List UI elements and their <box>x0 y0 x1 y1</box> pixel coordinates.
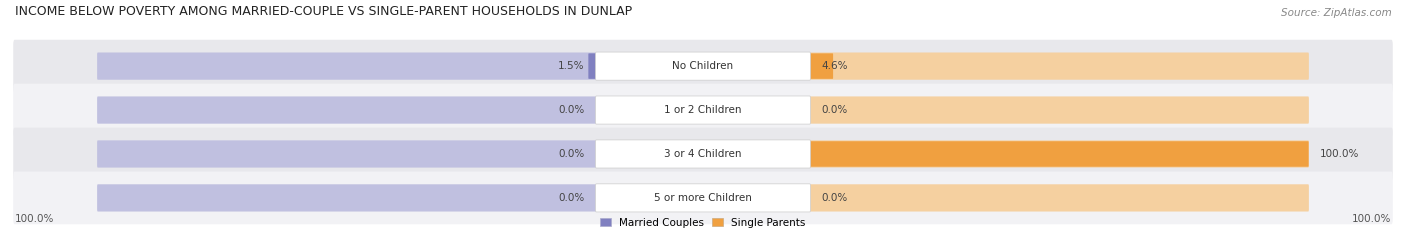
FancyBboxPatch shape <box>810 141 1309 167</box>
FancyBboxPatch shape <box>97 52 596 80</box>
FancyBboxPatch shape <box>596 52 810 80</box>
Text: 3 or 4 Children: 3 or 4 Children <box>664 149 742 159</box>
FancyBboxPatch shape <box>13 84 1393 136</box>
Text: 4.6%: 4.6% <box>821 61 848 71</box>
FancyBboxPatch shape <box>97 184 596 212</box>
Text: 0.0%: 0.0% <box>821 105 848 115</box>
Text: 1 or 2 Children: 1 or 2 Children <box>664 105 742 115</box>
FancyBboxPatch shape <box>588 53 596 79</box>
FancyBboxPatch shape <box>97 96 596 124</box>
Text: 100.0%: 100.0% <box>1320 149 1360 159</box>
FancyBboxPatch shape <box>810 96 1309 124</box>
FancyBboxPatch shape <box>13 40 1393 93</box>
Text: 0.0%: 0.0% <box>558 193 585 203</box>
Text: 0.0%: 0.0% <box>821 193 848 203</box>
Text: 100.0%: 100.0% <box>1353 214 1392 224</box>
FancyBboxPatch shape <box>97 140 596 168</box>
Text: 5 or more Children: 5 or more Children <box>654 193 752 203</box>
Text: No Children: No Children <box>672 61 734 71</box>
FancyBboxPatch shape <box>810 184 1309 212</box>
Text: INCOME BELOW POVERTY AMONG MARRIED-COUPLE VS SINGLE-PARENT HOUSEHOLDS IN DUNLAP: INCOME BELOW POVERTY AMONG MARRIED-COUPL… <box>14 5 631 18</box>
FancyBboxPatch shape <box>810 53 834 79</box>
FancyBboxPatch shape <box>596 140 810 168</box>
FancyBboxPatch shape <box>13 128 1393 180</box>
FancyBboxPatch shape <box>810 52 1309 80</box>
Legend: Married Couples, Single Parents: Married Couples, Single Parents <box>596 214 810 232</box>
FancyBboxPatch shape <box>596 96 810 124</box>
FancyBboxPatch shape <box>810 140 1309 168</box>
FancyBboxPatch shape <box>596 184 810 212</box>
Text: 1.5%: 1.5% <box>558 61 585 71</box>
Text: Source: ZipAtlas.com: Source: ZipAtlas.com <box>1281 8 1392 18</box>
Text: 0.0%: 0.0% <box>558 149 585 159</box>
Text: 100.0%: 100.0% <box>14 214 53 224</box>
FancyBboxPatch shape <box>13 171 1393 224</box>
Text: 0.0%: 0.0% <box>558 105 585 115</box>
